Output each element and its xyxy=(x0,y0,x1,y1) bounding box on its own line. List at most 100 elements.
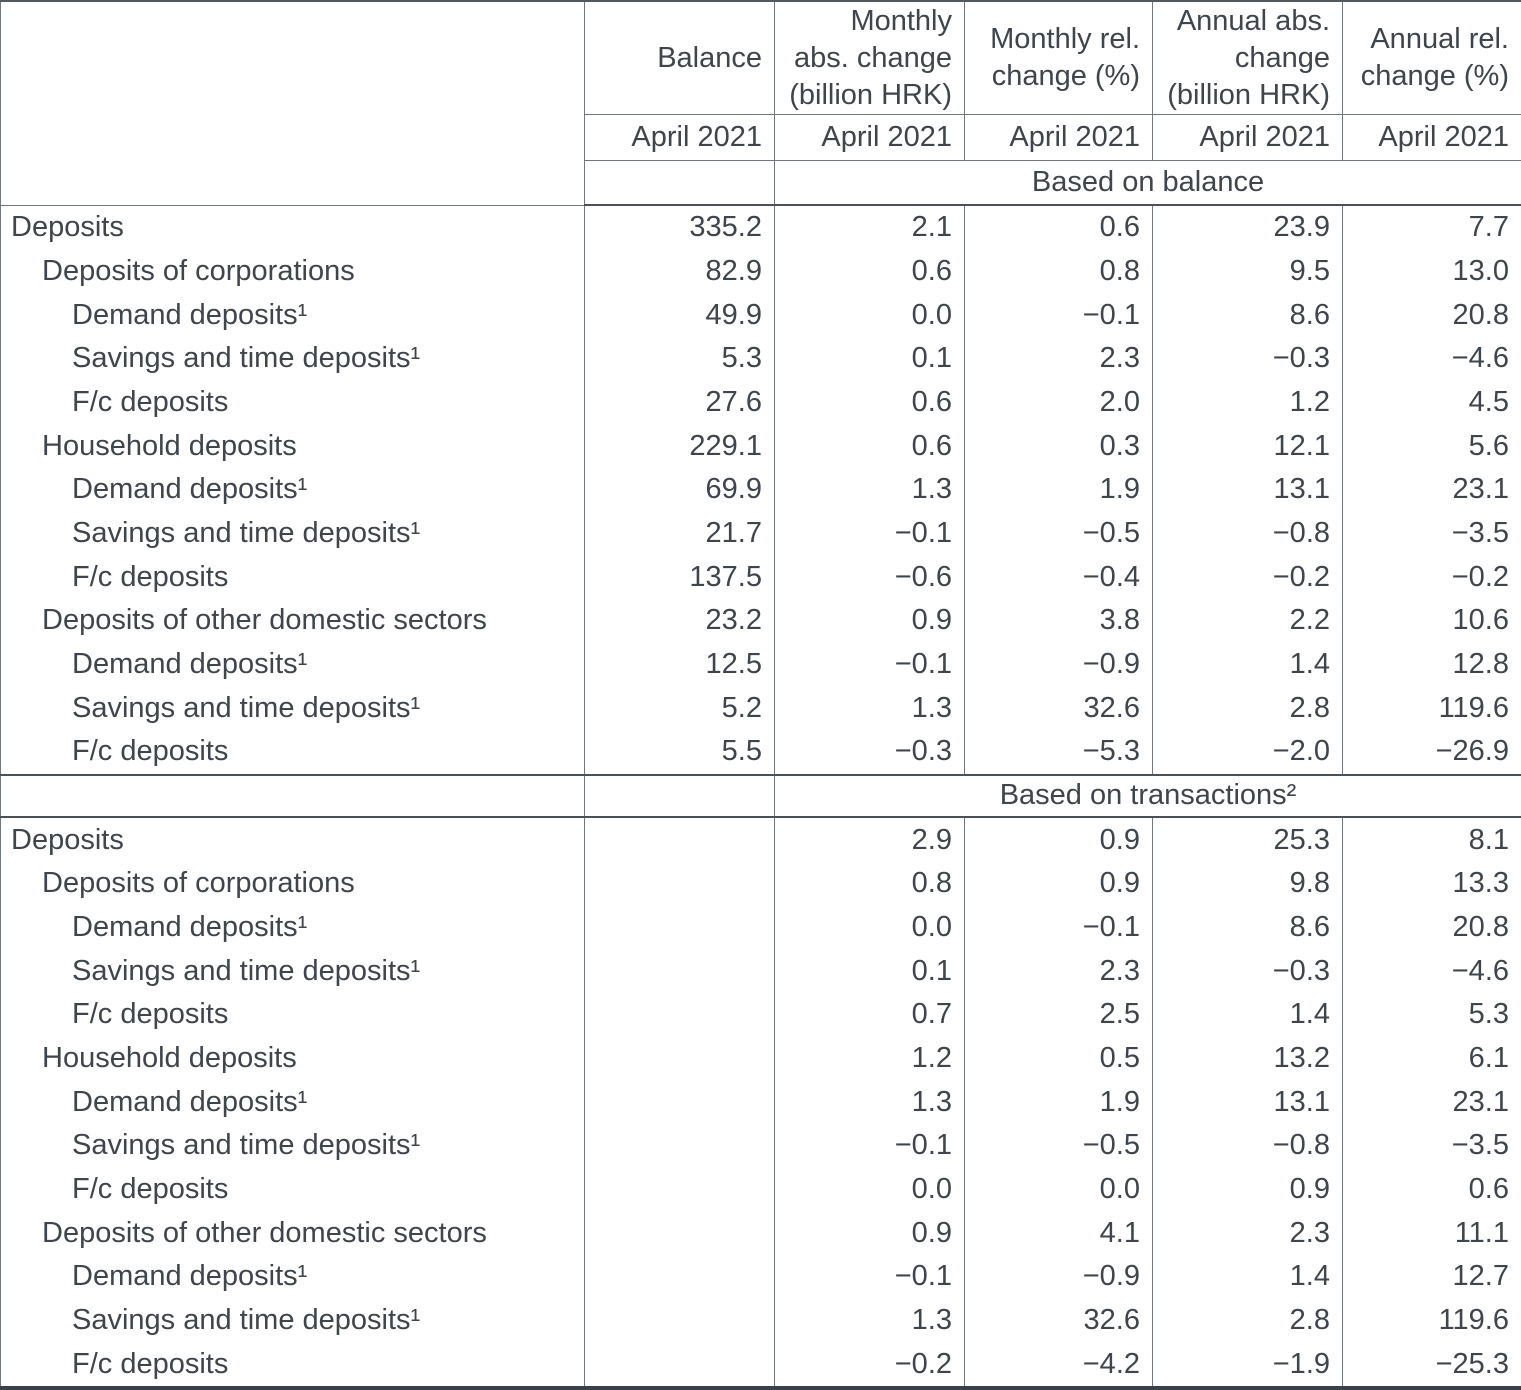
table-row: F/c deposits 137.5 −0.6 −0.4 −0.2 −0.2 xyxy=(0,555,1521,599)
cell-balance xyxy=(584,1123,775,1168)
section-separator-transactions: Based on transactions² xyxy=(0,773,1521,819)
cell-annual-rel-change: 0.6 xyxy=(1342,1167,1521,1212)
row-label: Deposits xyxy=(0,205,585,250)
table-row: Deposits 2.9 0.9 25.3 8.1 xyxy=(0,817,1521,862)
cell-annual-rel-change: 12.8 xyxy=(1342,642,1521,687)
table-row: F/c deposits 0.0 0.0 0.9 0.6 xyxy=(0,1167,1521,1212)
row-label: Savings and time deposits¹ xyxy=(0,949,585,993)
cell-balance: 49.9 xyxy=(584,293,775,337)
table-row: Savings and time deposits¹ 5.3 0.1 2.3 −… xyxy=(0,336,1521,381)
period-cell-annual-abs: April 2021 xyxy=(1152,114,1343,161)
column-header-annual-abs-change: Annual abs. change (billion HRK) xyxy=(1152,2,1343,115)
cell-monthly-abs-change: −0.3 xyxy=(774,729,965,775)
empty-balance-cell xyxy=(584,773,775,819)
cell-annual-rel-change: −26.9 xyxy=(1342,729,1521,775)
cell-annual-rel-change: 10.6 xyxy=(1342,598,1521,643)
cell-monthly-abs-change: 0.0 xyxy=(774,1167,965,1212)
cell-monthly-rel-change: 2.3 xyxy=(964,336,1153,381)
cell-monthly-rel-change: 0.9 xyxy=(964,861,1153,906)
cell-balance: 21.7 xyxy=(584,511,775,556)
cell-monthly-rel-change: −0.9 xyxy=(964,1254,1153,1299)
row-label: F/c deposits xyxy=(0,992,585,1037)
row-label: Demand deposits¹ xyxy=(0,1254,585,1299)
cell-monthly-rel-change: 3.8 xyxy=(964,598,1153,643)
cell-monthly-abs-change: −0.6 xyxy=(774,555,965,599)
row-label: Demand deposits¹ xyxy=(0,905,585,950)
cell-annual-rel-change: 20.8 xyxy=(1342,293,1521,337)
row-label: Household deposits xyxy=(0,1036,585,1081)
cell-balance: 23.2 xyxy=(584,598,775,643)
cell-monthly-rel-change: 2.3 xyxy=(964,949,1153,993)
cell-balance: 229.1 xyxy=(584,424,775,468)
cell-monthly-abs-change: 0.7 xyxy=(774,992,965,1037)
cell-monthly-abs-change: 1.2 xyxy=(774,1036,965,1081)
column-header-annual-rel-change: Annual rel. change (%) xyxy=(1342,2,1521,115)
cell-annual-rel-change: 5.6 xyxy=(1342,424,1521,468)
header-row-period: April 2021 April 2021 April 2021 April 2… xyxy=(1,114,1521,161)
cell-annual-rel-change: 12.7 xyxy=(1342,1254,1521,1299)
row-label: F/c deposits xyxy=(0,1167,585,1212)
row-label-column-header xyxy=(0,2,585,206)
cell-monthly-abs-change: 0.8 xyxy=(774,861,965,906)
row-label: F/c deposits xyxy=(0,729,585,775)
cell-annual-abs-change: 8.6 xyxy=(1152,293,1343,337)
table-row: Demand deposits¹ 12.5 −0.1 −0.9 1.4 12.8 xyxy=(0,642,1521,687)
cell-annual-abs-change: 1.4 xyxy=(1152,642,1343,687)
cell-monthly-abs-change: 1.3 xyxy=(774,686,965,730)
cell-annual-rel-change: 8.1 xyxy=(1342,817,1521,862)
cell-monthly-rel-change: −0.4 xyxy=(964,555,1153,599)
cell-annual-rel-change: 23.1 xyxy=(1342,467,1521,512)
row-label: Savings and time deposits¹ xyxy=(0,686,585,730)
table-row: Demand deposits¹ 1.3 1.9 13.1 23.1 xyxy=(0,1080,1521,1124)
cell-annual-abs-change: 2.2 xyxy=(1152,598,1343,643)
cell-monthly-rel-change: −0.9 xyxy=(964,642,1153,687)
cell-annual-abs-change: −0.8 xyxy=(1152,511,1343,556)
empty-label-cell xyxy=(0,773,585,819)
row-label: Demand deposits¹ xyxy=(0,1080,585,1124)
header-row-measures: Balance Monthly abs. change (billion HRK… xyxy=(0,2,1521,206)
row-label: Demand deposits¹ xyxy=(0,467,585,512)
cell-annual-abs-change: 1.2 xyxy=(1152,380,1343,425)
cell-annual-abs-change: 9.8 xyxy=(1152,861,1343,906)
row-label: Demand deposits¹ xyxy=(0,642,585,687)
period-cell-balance: April 2021 xyxy=(584,114,775,161)
section-title-based-on-balance: Based on balance xyxy=(774,160,1521,206)
table-row: Savings and time deposits¹ 5.2 1.3 32.6 … xyxy=(0,686,1521,730)
row-label: Deposits of corporations xyxy=(0,249,585,294)
column-header-balance: Balance xyxy=(584,2,775,115)
table-row: Savings and time deposits¹ 21.7 −0.1 −0.… xyxy=(0,511,1521,556)
cell-monthly-rel-change: 2.0 xyxy=(964,380,1153,425)
row-label: Savings and time deposits¹ xyxy=(0,1298,585,1343)
cell-annual-rel-change: 119.6 xyxy=(1342,686,1521,730)
cell-monthly-rel-change: 0.9 xyxy=(964,817,1153,862)
cell-monthly-abs-change: 0.1 xyxy=(774,336,965,381)
section-header-balance: Based on balance xyxy=(1,160,1521,206)
column-header-monthly-abs-change: Monthly abs. change (billion HRK) xyxy=(774,2,965,115)
cell-monthly-abs-change: 0.0 xyxy=(774,293,965,337)
cell-monthly-rel-change: 0.8 xyxy=(964,249,1153,294)
cell-balance: 5.5 xyxy=(584,729,775,775)
cell-annual-rel-change: −3.5 xyxy=(1342,511,1521,556)
cell-annual-rel-change: 23.1 xyxy=(1342,1080,1521,1124)
cell-monthly-rel-change: −0.1 xyxy=(964,293,1153,337)
row-label: Savings and time deposits¹ xyxy=(0,336,585,381)
cell-annual-abs-change: −0.2 xyxy=(1152,555,1343,599)
cell-balance xyxy=(584,992,775,1037)
table-row: Deposits of other domestic sectors 23.2 … xyxy=(0,598,1521,643)
row-label: F/c deposits xyxy=(0,555,585,599)
cell-annual-abs-change: 13.1 xyxy=(1152,1080,1343,1124)
cell-balance: 82.9 xyxy=(584,249,775,294)
cell-balance: 137.5 xyxy=(584,555,775,599)
cell-annual-rel-change: −4.6 xyxy=(1342,949,1521,993)
cell-annual-rel-change: 13.3 xyxy=(1342,861,1521,906)
cell-monthly-abs-change: 0.1 xyxy=(774,949,965,993)
table-row: Deposits 335.2 2.1 0.6 23.9 7.7 xyxy=(0,205,1521,250)
cell-annual-abs-change: 12.1 xyxy=(1152,424,1343,468)
cell-annual-abs-change: 25.3 xyxy=(1152,817,1343,862)
section-body-based-on-balance: Deposits 335.2 2.1 0.6 23.9 7.7 Deposits… xyxy=(0,205,1521,775)
cell-balance: 27.6 xyxy=(584,380,775,425)
cell-balance xyxy=(584,1342,775,1386)
table-row: Deposits of corporations 82.9 0.6 0.8 9.… xyxy=(0,249,1521,294)
cell-monthly-rel-change: 1.9 xyxy=(964,467,1153,512)
